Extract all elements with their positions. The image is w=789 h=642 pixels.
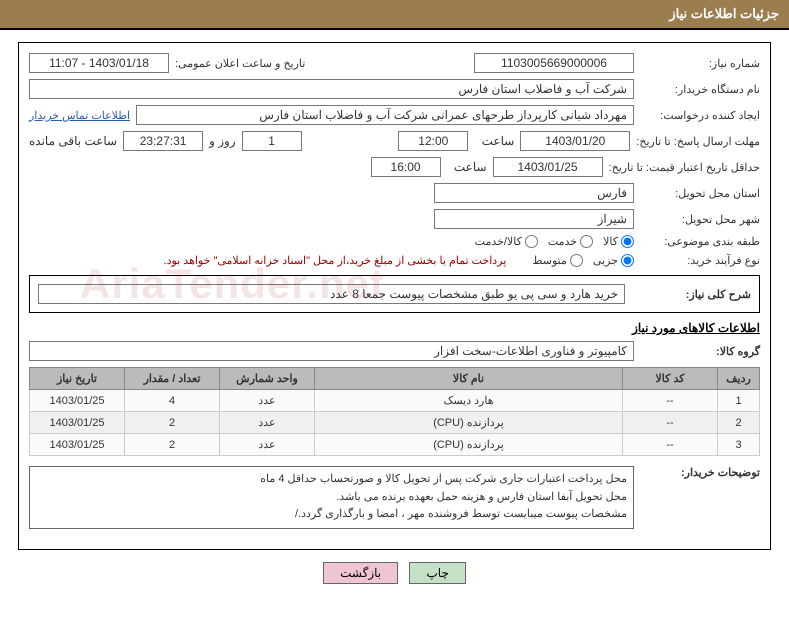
valid-time-field: 16:00 — [371, 157, 441, 177]
cell-qty: 4 — [125, 390, 220, 412]
print-button[interactable]: چاپ — [409, 562, 465, 584]
cell-qty: 2 — [125, 412, 220, 434]
goods-table: ردیف کد کالا نام کالا واحد شمارش تعداد /… — [29, 367, 760, 456]
proc-medium-text: متوسط — [532, 254, 567, 267]
reply-time-field: 12:00 — [398, 131, 468, 151]
cell-n: 3 — [718, 434, 760, 456]
time-label-2: ساعت — [447, 160, 487, 174]
days-left-field: 1 — [242, 131, 302, 151]
cat-goods-service-radio[interactable] — [525, 235, 538, 248]
need-desc-section: شرح کلی نیاز: خرید هارد و سی پی یو طبق م… — [29, 275, 760, 313]
cell-n: 2 — [718, 412, 760, 434]
announce-dt-label: تاریخ و ساعت اعلان عمومی: — [175, 57, 345, 70]
cat-goods-text: کالا — [603, 235, 618, 248]
contact-link[interactable]: اطلاعات تماس خریدار — [29, 109, 130, 122]
cell-code: -- — [623, 412, 718, 434]
back-button[interactable]: بازگشت — [323, 562, 398, 584]
need-no-field: 1103005669000006 — [474, 53, 634, 73]
province-field: فارس — [434, 183, 634, 203]
goods-group-label: گروه کالا: — [640, 345, 760, 358]
cell-name: هارد دیسک — [315, 390, 623, 412]
valid-date-field: 1403/01/25 — [493, 157, 603, 177]
time-left-field: 23:27:31 — [123, 131, 203, 151]
cat-goods-service-text: کالا/خدمت — [475, 235, 522, 248]
cell-date: 1403/01/25 — [30, 412, 125, 434]
cell-unit: عدد — [220, 434, 315, 456]
goods-group-field: کامپیوتر و فناوری اطلاعات-سخت افزار — [29, 341, 634, 361]
time-label-1: ساعت — [474, 134, 514, 148]
need-no-label: شماره نیاز: — [640, 57, 760, 70]
main-panel: شماره نیاز: 1103005669000006 تاریخ و ساع… — [18, 42, 771, 550]
title-bar: جزئیات اطلاعات نیاز — [0, 0, 789, 30]
th-date: تاریخ نیاز — [30, 368, 125, 390]
cell-code: -- — [623, 434, 718, 456]
days-and-label: روز و — [209, 134, 236, 148]
subject-cat-label: طبقه بندی موضوعی: — [640, 235, 760, 248]
table-row: 3 -- پردازنده (CPU) عدد 2 1403/01/25 — [30, 434, 760, 456]
subject-cat-radios: کالا خدمت کالا/خدمت — [475, 235, 634, 248]
reply-deadline-label: مهلت ارسال پاسخ: تا تاریخ: — [636, 135, 760, 148]
proc-medium-radio[interactable] — [570, 254, 583, 267]
cell-qty: 2 — [125, 434, 220, 456]
cell-unit: عدد — [220, 412, 315, 434]
proc-partial-radio[interactable] — [621, 254, 634, 267]
reply-date-field: 1403/01/20 — [520, 131, 630, 151]
min-valid-label: حداقل تاریخ اعتبار قیمت: تا تاریخ: — [609, 161, 760, 174]
buy-proc-note: پرداخت تمام یا بخشی از مبلغ خرید،از محل … — [164, 254, 507, 267]
table-row: 2 -- پردازنده (CPU) عدد 2 1403/01/25 — [30, 412, 760, 434]
button-row: چاپ بازگشت — [0, 562, 789, 584]
buyer-notes-line: مشخصات پیوست میبایست توسط فروشنده مهر ، … — [36, 506, 627, 524]
cat-service-radio[interactable] — [580, 235, 593, 248]
cell-unit: عدد — [220, 390, 315, 412]
proc-partial-text: جزیی — [593, 254, 618, 267]
th-unit: واحد شمارش — [220, 368, 315, 390]
province-label: استان محل تحویل: — [640, 187, 760, 200]
cell-n: 1 — [718, 390, 760, 412]
cell-date: 1403/01/25 — [30, 390, 125, 412]
buyer-notes-line: محل تحویل آبفا استان فارس و هزینه حمل بع… — [36, 489, 627, 507]
buyer-notes-box: محل پرداخت اعتبارات جاری شرکت پس از تحوی… — [29, 466, 634, 529]
th-code: کد کالا — [623, 368, 718, 390]
th-name: نام کالا — [315, 368, 623, 390]
buyer-org-field: شرکت آب و فاضلاب استان فارس — [29, 79, 634, 99]
announce-dt-field: 1403/01/18 - 11:07 — [29, 53, 169, 73]
cell-code: -- — [623, 390, 718, 412]
th-qty: تعداد / مقدار — [125, 368, 220, 390]
table-row: 1 -- هارد دیسک عدد 4 1403/01/25 — [30, 390, 760, 412]
th-row: ردیف — [718, 368, 760, 390]
remaining-label: ساعت باقی مانده — [29, 134, 117, 148]
buyer-notes-line: محل پرداخت اعتبارات جاری شرکت پس از تحوی… — [36, 471, 627, 489]
buy-proc-radios: جزیی متوسط — [532, 254, 634, 267]
buyer-notes-label: توضیحات خریدار: — [640, 466, 760, 479]
requester-field: مهرداد شبانی کارپرداز طرحهای عمرانی شرکت… — [136, 105, 634, 125]
cat-service-text: خدمت — [548, 235, 577, 248]
requester-label: ایجاد کننده درخواست: — [640, 109, 760, 122]
city-field: شیراز — [434, 209, 634, 229]
cell-name: پردازنده (CPU) — [315, 412, 623, 434]
buy-proc-label: نوع فرآیند خرید: — [640, 254, 760, 267]
cell-date: 1403/01/25 — [30, 434, 125, 456]
need-desc-field: خرید هارد و سی پی یو طبق مشخصات پیوست جم… — [38, 284, 625, 304]
buyer-org-label: نام دستگاه خریدار: — [640, 83, 760, 96]
cat-goods-radio[interactable] — [621, 235, 634, 248]
goods-section-heading: اطلاعات کالاهای مورد نیاز — [29, 321, 760, 335]
need-desc-label: شرح کلی نیاز: — [631, 288, 751, 301]
cell-name: پردازنده (CPU) — [315, 434, 623, 456]
city-label: شهر محل تحویل: — [640, 213, 760, 226]
